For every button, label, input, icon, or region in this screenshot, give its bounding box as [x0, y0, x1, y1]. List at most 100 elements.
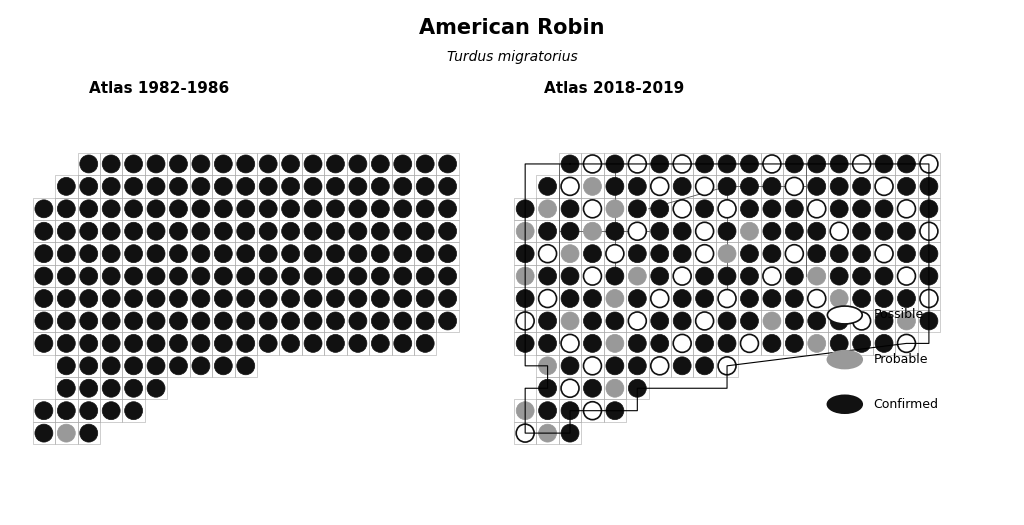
- Circle shape: [147, 334, 165, 352]
- Circle shape: [920, 200, 938, 218]
- Bar: [414, 220, 436, 243]
- Circle shape: [920, 222, 938, 240]
- Circle shape: [35, 200, 53, 218]
- Bar: [872, 153, 895, 175]
- Bar: [78, 243, 100, 265]
- Bar: [604, 153, 626, 175]
- Circle shape: [763, 177, 781, 195]
- Circle shape: [629, 177, 646, 195]
- Circle shape: [349, 245, 367, 262]
- Circle shape: [695, 312, 714, 330]
- Circle shape: [372, 222, 389, 240]
- Circle shape: [438, 267, 457, 285]
- Bar: [144, 197, 167, 220]
- Bar: [369, 332, 391, 354]
- Circle shape: [897, 155, 915, 173]
- Circle shape: [170, 290, 187, 308]
- Bar: [918, 175, 940, 197]
- Bar: [626, 243, 648, 265]
- Bar: [347, 310, 369, 332]
- Circle shape: [125, 267, 142, 285]
- Circle shape: [35, 222, 53, 240]
- Circle shape: [170, 267, 187, 285]
- Bar: [123, 153, 144, 175]
- Circle shape: [35, 312, 53, 330]
- Bar: [604, 332, 626, 354]
- Circle shape: [651, 334, 669, 352]
- Bar: [783, 220, 806, 243]
- Bar: [78, 197, 100, 220]
- Circle shape: [673, 334, 691, 352]
- Bar: [671, 354, 693, 377]
- Bar: [738, 175, 761, 197]
- Circle shape: [304, 267, 322, 285]
- Bar: [347, 265, 369, 287]
- Bar: [514, 287, 537, 310]
- Bar: [582, 354, 604, 377]
- Circle shape: [606, 357, 624, 375]
- Circle shape: [740, 245, 759, 262]
- Circle shape: [372, 155, 389, 173]
- Circle shape: [304, 200, 322, 218]
- Circle shape: [102, 334, 120, 352]
- Bar: [806, 265, 828, 287]
- Bar: [100, 377, 123, 400]
- Bar: [918, 310, 940, 332]
- Circle shape: [438, 222, 457, 240]
- Circle shape: [349, 222, 367, 240]
- Circle shape: [897, 334, 915, 352]
- Circle shape: [876, 200, 893, 218]
- Circle shape: [718, 222, 736, 240]
- Circle shape: [259, 267, 278, 285]
- Circle shape: [651, 200, 669, 218]
- Bar: [189, 220, 212, 243]
- Circle shape: [349, 155, 367, 173]
- Bar: [850, 310, 872, 332]
- Circle shape: [830, 267, 848, 285]
- Bar: [537, 332, 559, 354]
- Bar: [828, 153, 850, 175]
- Circle shape: [897, 177, 915, 195]
- Bar: [918, 265, 940, 287]
- Circle shape: [539, 245, 557, 262]
- Bar: [391, 265, 414, 287]
- Circle shape: [147, 379, 165, 397]
- Circle shape: [327, 245, 344, 262]
- Circle shape: [606, 267, 624, 285]
- Bar: [582, 175, 604, 197]
- Circle shape: [80, 245, 97, 262]
- Circle shape: [372, 267, 389, 285]
- Circle shape: [80, 379, 97, 397]
- Circle shape: [718, 155, 736, 173]
- Bar: [78, 153, 100, 175]
- Circle shape: [102, 200, 120, 218]
- Circle shape: [539, 222, 557, 240]
- Circle shape: [785, 267, 803, 285]
- Circle shape: [191, 222, 210, 240]
- Bar: [783, 243, 806, 265]
- Bar: [302, 220, 325, 243]
- Circle shape: [920, 312, 938, 330]
- Circle shape: [125, 222, 142, 240]
- Bar: [414, 332, 436, 354]
- Circle shape: [695, 290, 714, 308]
- Bar: [167, 197, 189, 220]
- Bar: [537, 377, 559, 400]
- Bar: [33, 287, 55, 310]
- Circle shape: [539, 379, 557, 397]
- Circle shape: [147, 357, 165, 375]
- Circle shape: [830, 290, 848, 308]
- Bar: [738, 153, 761, 175]
- Bar: [761, 243, 783, 265]
- Bar: [761, 197, 783, 220]
- Circle shape: [629, 312, 646, 330]
- Circle shape: [561, 267, 579, 285]
- Circle shape: [394, 245, 412, 262]
- Circle shape: [349, 290, 367, 308]
- Circle shape: [80, 357, 97, 375]
- Bar: [189, 354, 212, 377]
- Circle shape: [763, 290, 781, 308]
- Bar: [648, 175, 671, 197]
- Circle shape: [695, 245, 714, 262]
- Bar: [257, 265, 280, 287]
